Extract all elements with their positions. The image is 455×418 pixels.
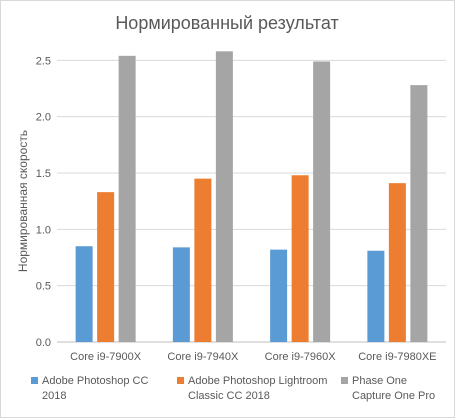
legend: Adobe Photoshop CC 2018 Adobe Photoshop … [1,374,454,414]
chart-title: Нормированный результат [115,13,338,33]
legend-swatch [177,377,184,384]
bar [388,183,406,342]
y-tick-label: 1.5 [36,168,51,180]
legend-item: Adobe Photoshop Lightroom Classic CC 201… [177,374,342,404]
legend-item: Phase One Capture One Pro [341,374,441,404]
y-tick-label: 0.0 [36,337,51,349]
chart-plot: Нормированный результат Нормированная ск… [16,13,446,363]
x-tick-label: Core i9-7980XE [358,351,436,363]
bar [118,55,136,343]
bar [410,85,428,343]
bar [270,249,288,342]
legend-swatch [341,377,348,384]
bar [215,51,233,342]
y-tick-label: 1.0 [36,224,51,236]
y-tick-label: 2.0 [36,112,51,124]
bar [194,178,212,342]
bar [75,246,93,342]
y-tick-label: 2.5 [36,55,51,67]
legend-label: Adobe Photoshop Lightroom Classic CC 201… [188,375,328,402]
legend-item: Adobe Photoshop CC 2018 [31,374,171,404]
y-tick-label: 0.5 [36,281,51,293]
x-tick-label: Core i9-7900X [70,351,142,363]
x-tick-label: Core i9-7960X [265,351,337,363]
bar [172,247,190,342]
x-tick-label: Core i9-7940X [167,351,239,363]
legend-label: Adobe Photoshop CC 2018 [42,375,149,402]
bar [291,175,309,342]
bar [97,192,115,342]
y-axis-label: Нормированная скорость [16,130,30,272]
bar [367,250,385,342]
legend-label: Phase One Capture One Pro [352,375,436,402]
bar [313,61,331,343]
legend-swatch [31,377,38,384]
